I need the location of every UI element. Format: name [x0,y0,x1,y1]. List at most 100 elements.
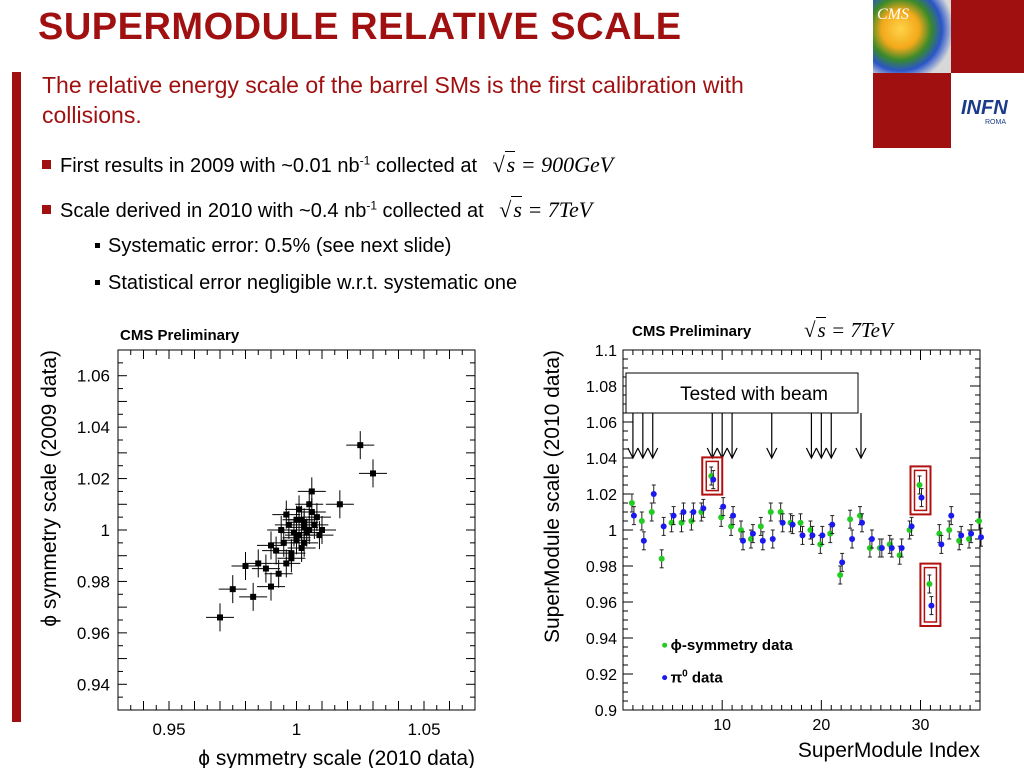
plot2-point-pi0 [809,532,816,539]
plot1-point [280,539,287,546]
plot1-point [255,560,262,567]
plot2-point-pi0 [799,532,806,539]
plot1-point [229,586,236,593]
plot1-point [296,506,303,513]
plot2-point-pi0 [690,509,697,515]
plot1-point [283,560,290,567]
plot2-point-pi0 [878,545,885,551]
plot2-ytick-label: 0.96 [586,595,617,612]
plot2-highlight-box [909,465,932,516]
plot2-point-pi0 [789,521,796,528]
plot2-point-pi0 [779,519,786,526]
bullet-2010: Scale derived in 2010 with ~0.4 nb-1 col… [42,196,593,223]
plot1-ytick-label: 1.04 [77,418,110,437]
plot1-xtick-label: 1.05 [407,720,440,739]
plot2-title-math: √s = 7TeV [804,317,893,342]
plot2-point-phi [757,523,764,530]
plot1-svg: 0.94 0.96 0.98 1 1.02 1.04 1.06 0.95 1 1.05 ϕ symm… [38,349,476,768]
plot2-legend-marker-phi [662,642,668,648]
plot1-point [316,532,323,539]
plot2-title: CMS Preliminary [632,323,752,340]
plot1-point [370,470,376,477]
bullet-sup: -1 [366,198,377,213]
plot1-title: CMS Preliminary [120,327,240,344]
plot2-arrow-head [805,447,817,460]
plot2-annotation-text: Tested with beam [680,384,828,405]
plot2-legend-label-pi0: π0 data [671,669,724,687]
plot2-point-pi0 [720,503,727,510]
plot2-point-pi0 [958,532,965,539]
plot2-point-pi0 [859,519,865,526]
plot2-point-phi [658,555,665,562]
plot2-highlight-box [701,456,724,496]
plot2-annotation-box [625,372,859,414]
plot2-xtick-label: 10 [713,717,731,734]
subbullet-statistical: Statistical error negligible w.r.t. syst… [95,272,517,295]
bullet-math-value: 900GeV [541,152,614,177]
plot2-point-phi [866,545,873,551]
plot2-arrow-head [766,447,778,460]
plot2-xtick-label: 20 [812,717,830,734]
plot1-point [262,565,269,572]
plot2-ytick-label: 1.06 [586,415,617,432]
plot2-arrow-head [627,447,639,460]
plot2-point-pi0 [898,545,905,551]
plot2-point-pi0 [630,512,637,519]
plot1-point [357,442,364,449]
plot1-point [313,514,320,521]
plot1-point [336,501,343,508]
plot1-xlabel: ϕ symmetry scale (2010 data) [198,747,475,768]
plot1-point [311,521,318,528]
plot2-ytick-label: 0.9 [595,703,617,720]
plot2-xtick-label: 30 [912,717,930,734]
plot2-point-pi0 [710,476,717,483]
plot1-point [268,542,274,549]
subbullet-text: Systematic error: 0.5% (see next slide) [108,235,452,257]
plot2-point-phi [797,519,804,526]
plot1-ytick-label: 1.06 [77,367,110,386]
plot1-point [217,614,223,621]
plot2-point-phi [946,527,953,533]
plot2-point-phi [767,509,774,515]
plot2-ytick-label: 1.04 [586,451,617,468]
plot2-svg: 0.9 0.92 0.94 0.96 0.98 1 1.02 1.04 1.06 1.08 1.1 1… [541,343,984,762]
plot1-ytick-label: 1 [101,521,110,540]
plot2-point-pi0 [908,523,915,530]
plot1-ytick-label: 0.96 [77,624,110,643]
plot2-point-pi0 [740,537,746,544]
plot2-arrow-head [637,447,649,460]
plot2-point-pi0 [918,494,925,501]
plot2-arrow-head [647,447,659,460]
plot2-point-pi0 [640,537,647,544]
plot2-point-phi [926,581,933,587]
bullet-math: √s = 900GeV [492,151,614,177]
bullet-text-post: collected at [370,155,478,177]
plot2-arrow-head [825,447,837,460]
plot2-ytick-label: 0.92 [586,667,617,684]
bullet-2009: First results in 2009 with ~0.01 nb-1 co… [42,151,614,178]
plot2-arrow-head [855,447,867,460]
plot2-legend-label-phi: ϕ-symmetry data [671,637,794,654]
plot1-point [275,570,282,577]
intro-text: The relative energy scale of the barrel … [42,72,744,128]
bullet-text: First results in 2009 with ~0.01 nb [60,155,360,177]
plot2-point-phi [976,518,982,524]
plot2-point-pi0 [650,491,657,497]
bullet-math: √s = 7TeV [499,196,593,222]
logo-red-block-2 [873,73,951,148]
subbullet-square-icon [95,280,100,285]
plot2-point-pi0 [759,537,766,544]
bullet-square-icon [42,160,51,169]
plot2-ytick-label: 0.94 [586,631,617,648]
plot2-ytick-label: 1.1 [595,343,617,360]
plot1-point [278,527,285,533]
plot2-arrow-head [726,447,738,460]
plot1-point [308,488,315,495]
plot2-point-phi [807,527,814,533]
plot2-ylabel: SuperModule scale (2010 data) [541,350,564,643]
plot2-point-phi [648,509,655,515]
plot2-ytick-label: 1.08 [586,379,617,396]
plot1-ytick-label: 1.02 [77,470,110,489]
plot2-point-pi0 [680,509,687,515]
plot2-point-pi0 [700,505,707,512]
